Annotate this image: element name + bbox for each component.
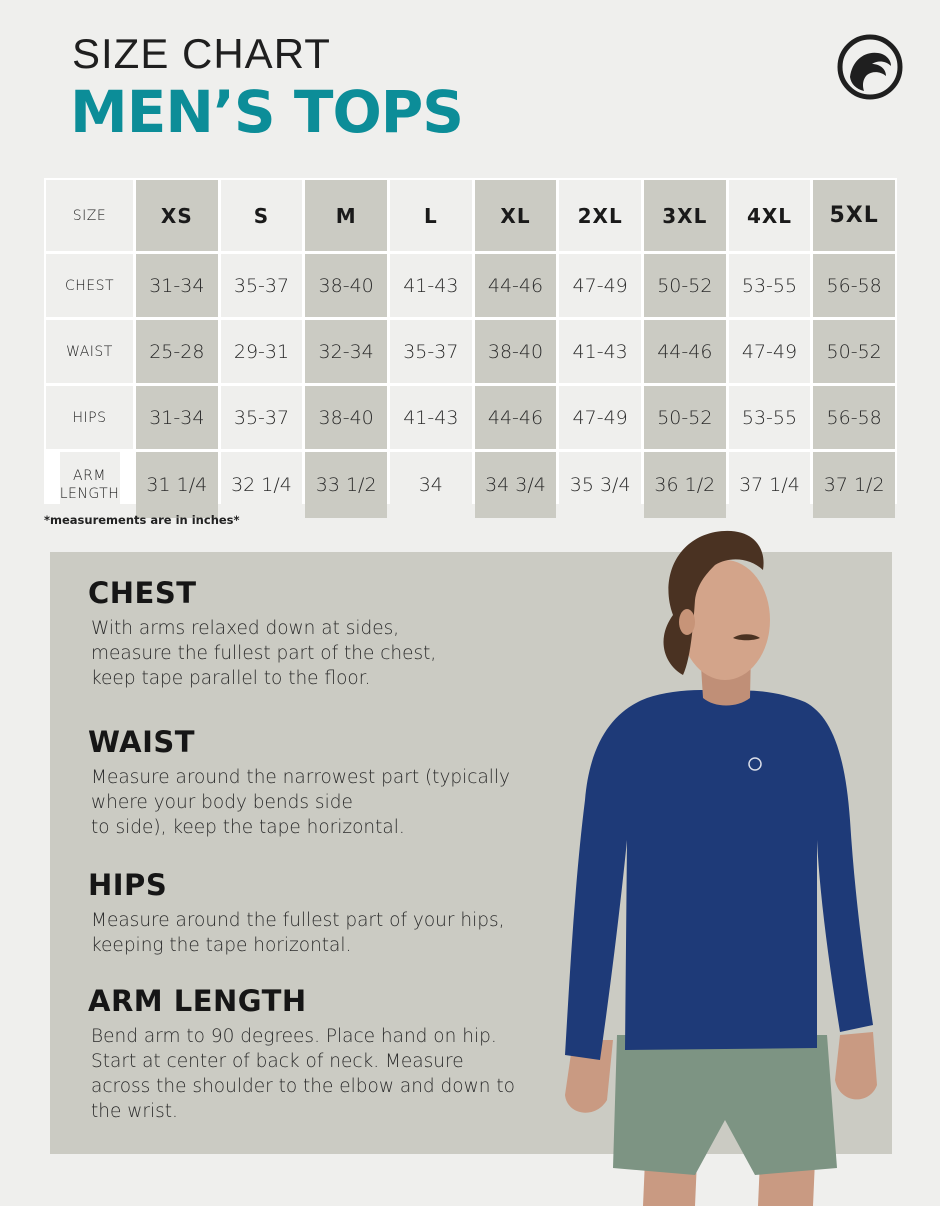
size-header-5xl: 5XL <box>813 180 895 251</box>
guide-hips-text: Measure around the fullest part of your … <box>91 910 505 956</box>
row-label-chest: CHEST <box>46 254 133 317</box>
size-header-4xl: 4XL <box>728 180 811 251</box>
table-cell: 35-37 <box>220 254 303 317</box>
guide-chest-text: With arms relaxed down at sides, measure… <box>91 618 437 689</box>
table-cell: 50-52 <box>643 386 726 449</box>
guide-arm-length: ARM LENGTH Bend arm to 90 degrees. Place… <box>88 984 558 1124</box>
guide-waist: WAIST Measure around the narrowest part … <box>88 725 558 840</box>
table-cell: 44-46 <box>474 254 557 317</box>
row-label-waist: WAIST <box>46 320 133 383</box>
row-label-arm-length: ARM LENGTH <box>59 452 120 518</box>
table-cell: 32 1/4 <box>220 452 303 518</box>
size-header-2xl: 2XL <box>559 180 641 251</box>
table-cell: 31-34 <box>136 254 218 317</box>
page-title-small: SIZE CHART <box>72 30 331 77</box>
measurement-note: *measurements are in inches* <box>44 513 240 527</box>
model-photo <box>565 530 877 1206</box>
table-cell: 47-49 <box>728 320 811 383</box>
table-cell: 53-55 <box>728 386 811 449</box>
table-cell: 34 <box>389 452 472 518</box>
table-cell: 56-58 <box>813 386 895 449</box>
row-label-hips: HIPS <box>46 386 133 449</box>
table-cell: 44-46 <box>474 386 557 449</box>
table-cell: 41-43 <box>559 320 641 383</box>
table-cell: 44-46 <box>643 320 726 383</box>
table-cell: 50-52 <box>813 320 895 383</box>
table-cell: 56-58 <box>813 254 895 317</box>
table-cell: 47-49 <box>559 254 641 317</box>
table-cell: 47-49 <box>559 386 641 449</box>
guide-hips: HIPS Measure around the fullest part of … <box>88 868 558 958</box>
size-header-xl: XL <box>474 180 557 251</box>
table-cell: 29-31 <box>220 320 303 383</box>
table-cell: 38-40 <box>474 320 557 383</box>
table-cell: 41-43 <box>389 386 472 449</box>
table-cell: 35-37 <box>389 320 472 383</box>
table-cell: 34 3/4 <box>474 452 557 518</box>
size-header-s: S <box>220 180 303 251</box>
size-header-m: M <box>305 180 387 251</box>
table-cell: 38-40 <box>305 254 387 317</box>
table-cell: 31 1/4 <box>136 452 218 518</box>
guide-chest-title: CHEST <box>88 576 197 610</box>
table-cell: 35-37 <box>220 386 303 449</box>
table-cell: 41-43 <box>389 254 472 317</box>
guide-arm-text: Bend arm to 90 degrees. Place hand on hi… <box>91 1026 515 1122</box>
wave-logo-icon <box>837 34 903 100</box>
table-cell: 31-34 <box>136 386 218 449</box>
table-cell: 53-55 <box>728 254 811 317</box>
size-header-xs: XS <box>136 180 218 251</box>
size-chart-table: SIZE XS S M L XL 2XL 3XL 4XL 5XL CHEST 31-34 35-37 38… <box>44 178 897 518</box>
guide-arm-title: ARM LENGTH <box>88 984 307 1018</box>
table-cell: 36 1/2 <box>643 452 726 518</box>
table-cell: 38-40 <box>305 386 387 449</box>
guide-waist-title: WAIST <box>88 725 196 759</box>
size-header-label: SIZE <box>46 180 133 251</box>
table-cell: 32-34 <box>305 320 387 383</box>
table-cell: 37 1/2 <box>813 452 895 518</box>
page-title: MEN’S TOPS <box>70 78 464 146</box>
table-cell: 25-28 <box>136 320 218 383</box>
size-header-l: L <box>389 180 472 251</box>
table-cell: 50-52 <box>643 254 726 317</box>
table-cell: 33 1/2 <box>305 452 387 518</box>
guide-waist-text: Measure around the narrowest part (typic… <box>91 767 511 838</box>
guide-chest: CHEST With arms relaxed down at sides, m… <box>88 576 558 691</box>
table-cell: 35 3/4 <box>559 452 641 518</box>
guide-hips-title: HIPS <box>88 868 168 902</box>
table-cell: 37 1/4 <box>728 452 811 518</box>
size-header-3xl: 3XL <box>643 180 726 251</box>
